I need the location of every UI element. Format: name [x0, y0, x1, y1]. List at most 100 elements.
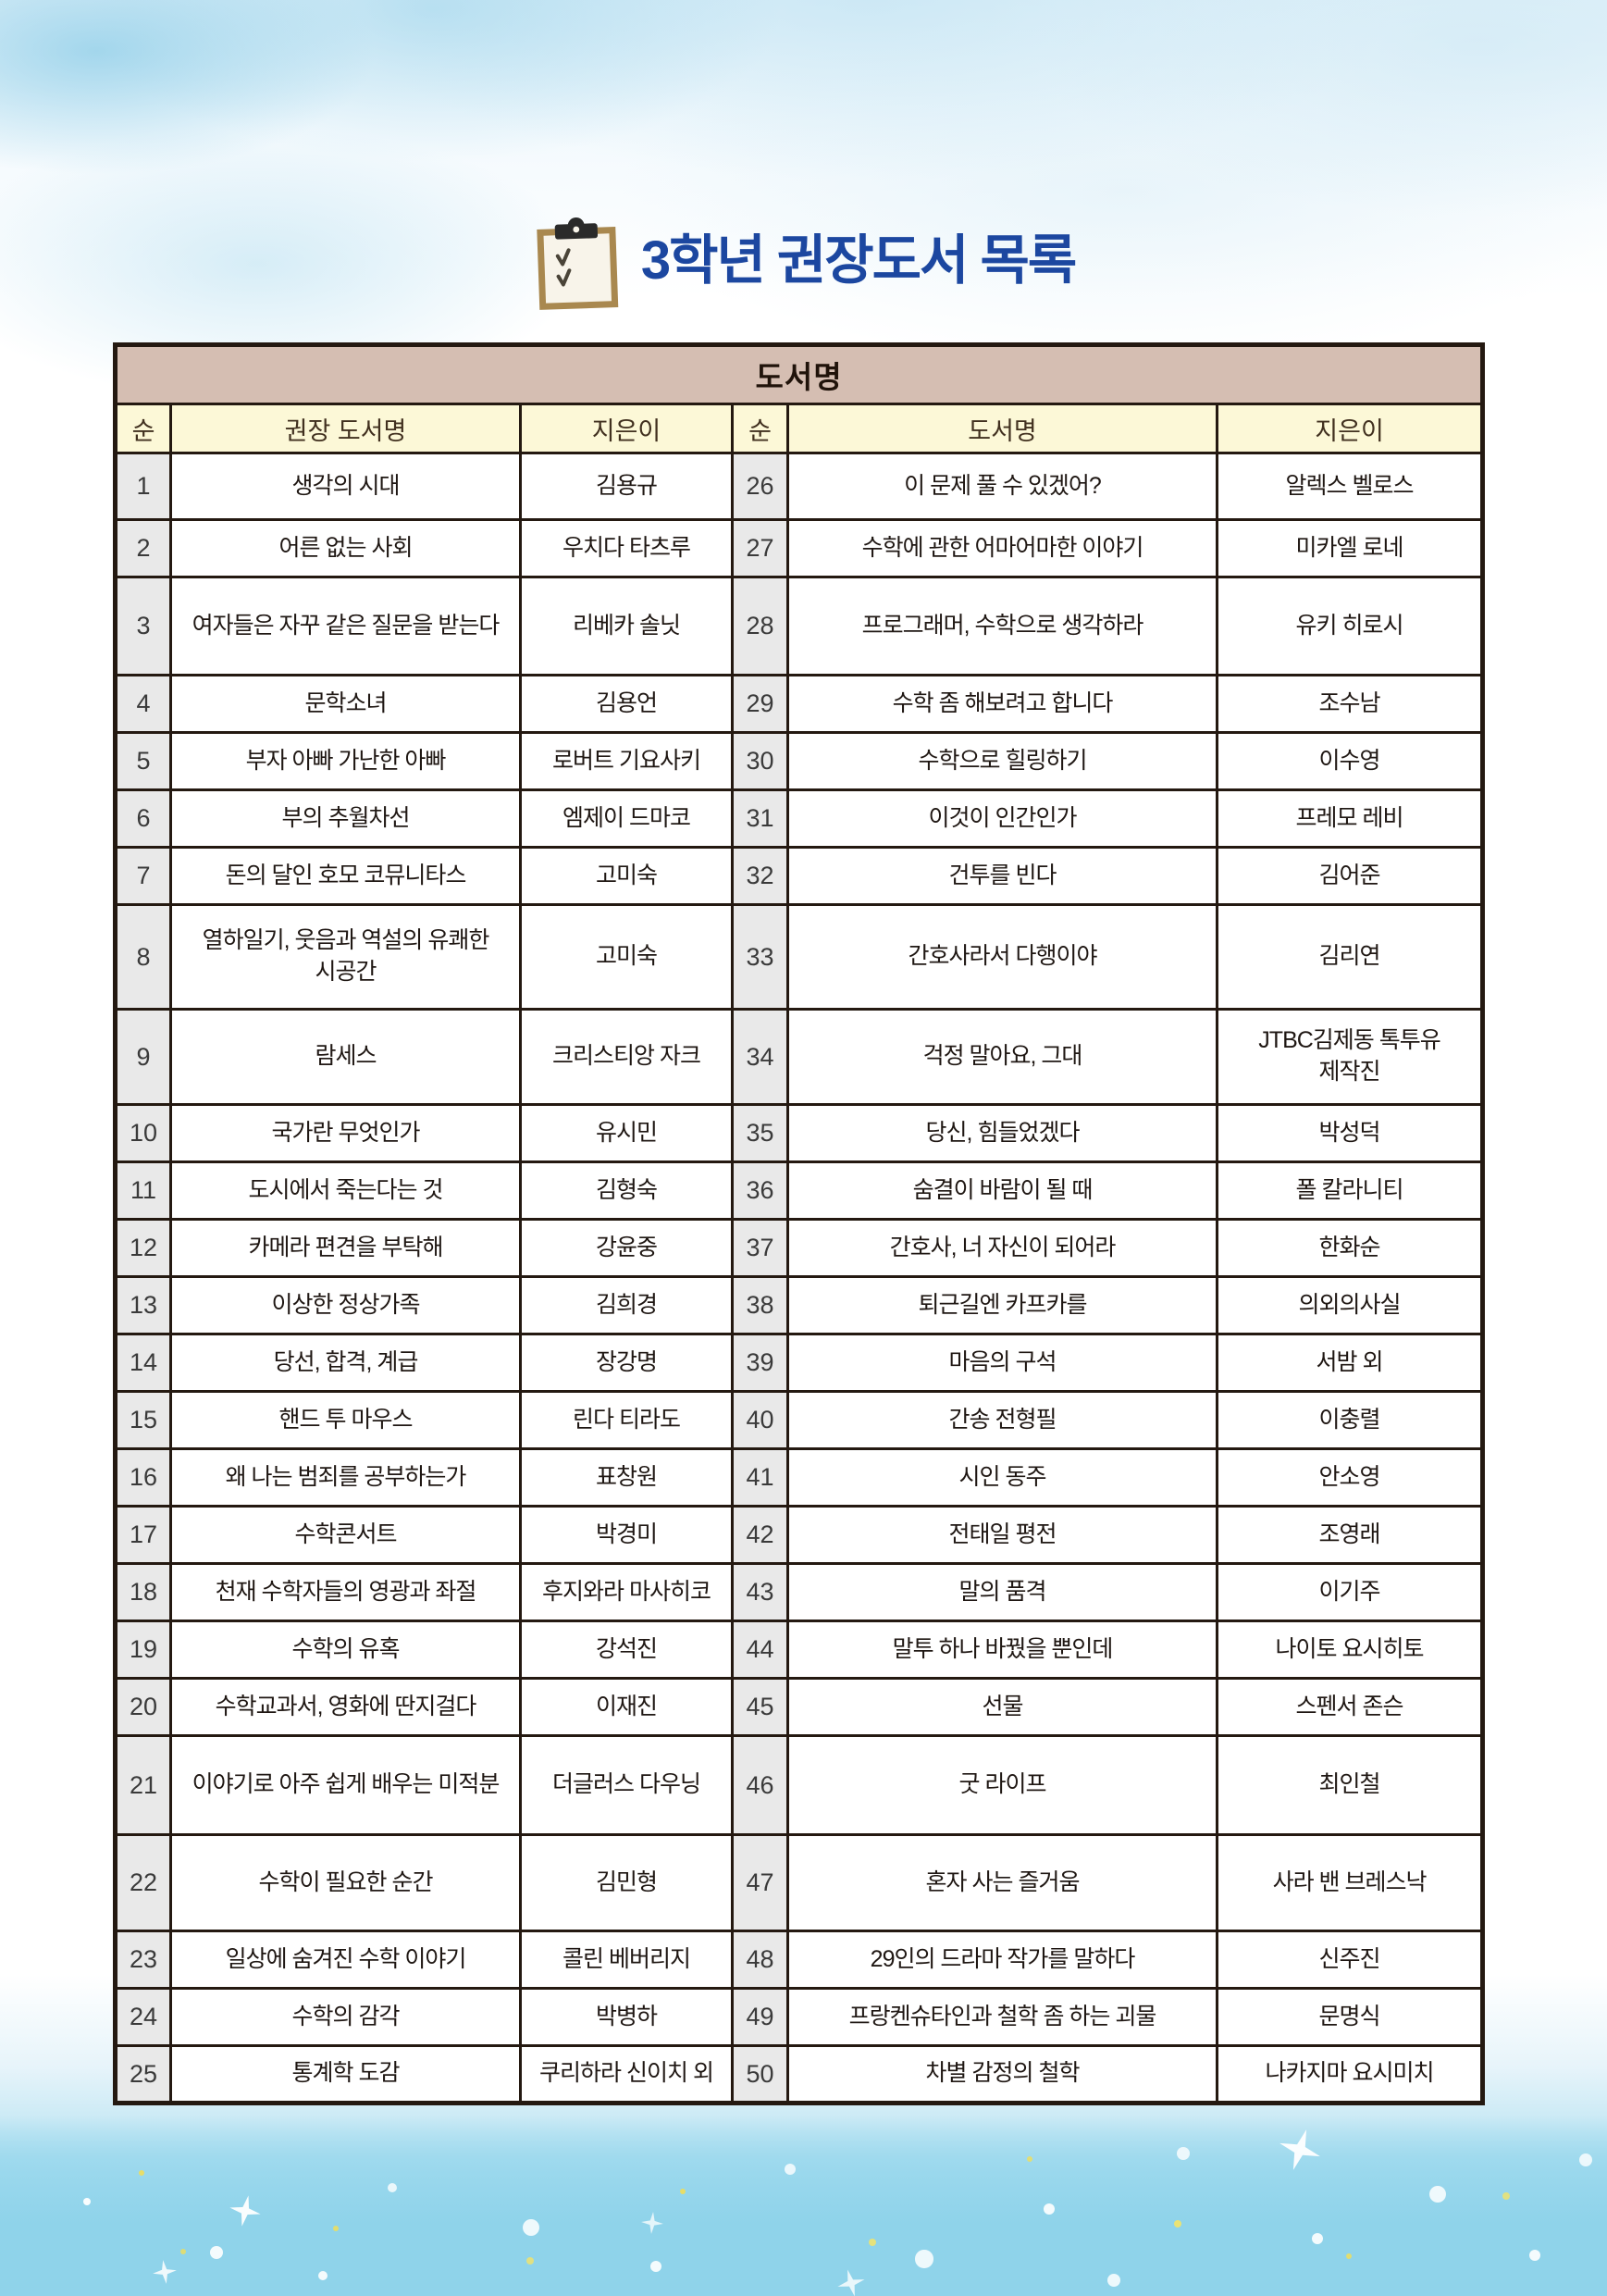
book-author-cell: 박병하: [519, 1987, 734, 2047]
row-number-cell: 46: [731, 1734, 789, 1836]
bottom-sky-decoration: [0, 2116, 1607, 2296]
col-header-no-right: 순: [731, 403, 789, 454]
table-row: 25 통계학 도감 쿠리하라 신이치 외 50 차별 감정의 철학 나카지마 요시미치: [114, 2044, 1485, 2104]
book-author-cell: 프레모 레비: [1215, 788, 1485, 849]
book-author-cell: 장강명: [519, 1333, 734, 1393]
book-author-cell: 유키 히로시: [1215, 576, 1485, 676]
sparkle-icon: [640, 2211, 664, 2235]
table-row: 24 수학의 감각 박병하 49 프랑켄슈타인과 철학 좀 하는 괴물 문명식: [114, 1987, 1485, 2047]
row-number-cell: 29: [731, 674, 789, 734]
row-number-cell: 49: [731, 1987, 789, 2047]
book-title-cell: 수학 좀 해보려고 합니다: [786, 674, 1218, 734]
row-number-cell: 12: [114, 1218, 172, 1278]
row-number-cell: 24: [114, 1987, 172, 2047]
table-row: 22 수학이 필요한 순간 김민형 47 혼자 사는 즐거움 사라 밴 브레스낙: [114, 1833, 1485, 1932]
book-author-cell: 한화순: [1215, 1218, 1485, 1278]
sparkle-icon: [834, 2266, 869, 2296]
row-number-cell: 11: [114, 1160, 172, 1221]
table-row: 4 문학소녀 김용언 29 수학 좀 해보려고 합니다 조수남: [114, 674, 1485, 734]
book-author-cell: 고미숙: [519, 903, 734, 1011]
book-title-cell: 수학에 관한 어마어마한 이야기: [786, 518, 1218, 578]
col-header-title-left: 권장 도서명: [169, 403, 522, 454]
book-author-cell: 김리연: [1215, 903, 1485, 1011]
row-number-cell: 26: [731, 452, 789, 521]
row-number-cell: 41: [731, 1447, 789, 1508]
book-author-cell: 박성덕: [1215, 1103, 1485, 1163]
book-title-cell: 부자 아빠 가난한 아빠: [169, 731, 522, 791]
col-header-title-right: 도서명: [786, 403, 1218, 454]
table-row: 9 람세스 크리스티앙 자크 34 걱정 말아요, 그대 JTBC김제동 톡투유 제작진: [114, 1008, 1485, 1106]
book-author-cell: 미카엘 로네: [1215, 518, 1485, 578]
book-author-cell: 문명식: [1215, 1987, 1485, 2047]
row-number-cell: 16: [114, 1447, 172, 1508]
row-number-cell: 8: [114, 903, 172, 1011]
book-title-cell: 마음의 구석: [786, 1333, 1218, 1393]
book-title-cell: 수학이 필요한 순간: [169, 1833, 522, 1932]
book-title-cell: 수학교과서, 영화에 딴지걸다: [169, 1677, 522, 1737]
row-number-cell: 17: [114, 1505, 172, 1565]
row-number-cell: 34: [731, 1008, 789, 1106]
row-number-cell: 19: [114, 1620, 172, 1680]
book-author-cell: 이수영: [1215, 731, 1485, 791]
table-row: 7 돈의 달인 호모 코뮤니타스 고미숙 32 건투를 빈다 김어준: [114, 846, 1485, 906]
row-number-cell: 44: [731, 1620, 789, 1680]
table-row: 3 여자들은 자꾸 같은 질문을 받는다 리베카 솔닛 28 프로그래머, 수학으로 생…: [114, 576, 1485, 676]
book-author-cell: 김용언: [519, 674, 734, 734]
book-author-cell: 로버트 기요사키: [519, 731, 734, 791]
book-title-cell: 건투를 빈다: [786, 846, 1218, 906]
book-author-cell: 크리스티앙 자크: [519, 1008, 734, 1106]
table-row: 1 생각의 시대 김용규 26 이 문제 풀 수 있겠어? 알렉스 벨로스: [114, 452, 1485, 521]
book-author-cell: 알렉스 벨로스: [1215, 452, 1485, 521]
row-number-cell: 13: [114, 1275, 172, 1335]
row-number-cell: 33: [731, 903, 789, 1011]
book-author-cell: 김형숙: [519, 1160, 734, 1221]
book-title-cell: 이상한 정상가족: [169, 1275, 522, 1335]
book-author-cell: 신주진: [1215, 1930, 1485, 1990]
row-number-cell: 21: [114, 1734, 172, 1836]
book-title-cell: 당선, 합격, 계급: [169, 1333, 522, 1393]
book-title-cell: 간송 전형필: [786, 1390, 1218, 1450]
book-author-cell: 박경미: [519, 1505, 734, 1565]
book-title-cell: 이야기로 아주 쉽게 배우는 미적분: [169, 1734, 522, 1836]
table-row: 10 국가란 무엇인가 유시민 35 당신, 힘들었겠다 박성덕: [114, 1103, 1485, 1163]
book-author-cell: 콜린 베버리지: [519, 1930, 734, 1990]
book-title-cell: 당신, 힘들었겠다: [786, 1103, 1218, 1163]
row-number-cell: 43: [731, 1562, 789, 1622]
row-number-cell: 3: [114, 576, 172, 676]
book-title-cell: 간호사라서 다행이야: [786, 903, 1218, 1011]
row-number-cell: 38: [731, 1275, 789, 1335]
book-title-cell: 수학의 감각: [169, 1987, 522, 2047]
book-title-cell: 수학으로 힐링하기: [786, 731, 1218, 791]
book-title-cell: 29인의 드라마 작가를 말하다: [786, 1930, 1218, 1990]
book-author-cell: 최인철: [1215, 1734, 1485, 1836]
row-number-cell: 42: [731, 1505, 789, 1565]
row-number-cell: 31: [731, 788, 789, 849]
book-author-cell: 유시민: [519, 1103, 734, 1163]
table-row: 8 열하일기, 웃음과 역설의 유쾌한 시공간 고미숙 33 간호사라서 다행이야 김리연: [114, 903, 1485, 1011]
table-row: 20 수학교과서, 영화에 딴지걸다 이재진 45 선물 스펜서 존슨: [114, 1677, 1485, 1737]
book-title-cell: 국가란 무엇인가: [169, 1103, 522, 1163]
table-band-header: 도서명: [113, 343, 1485, 405]
book-title-cell: 수학의 유혹: [169, 1620, 522, 1680]
book-author-cell: 김희경: [519, 1275, 734, 1335]
table-row: 18 천재 수학자들의 영광과 좌절 후지와라 마사히코 43 말의 품격 이기주: [114, 1562, 1485, 1622]
book-author-cell: JTBC김제동 톡투유 제작진: [1215, 1008, 1485, 1106]
book-title-cell: 말투 하나 바꿨을 뿐인데: [786, 1620, 1218, 1680]
book-title-cell: 카메라 편견을 부탁해: [169, 1218, 522, 1278]
row-number-cell: 39: [731, 1333, 789, 1393]
book-author-cell: 스펜서 존슨: [1215, 1677, 1485, 1737]
sparkle-icon: [227, 2192, 264, 2229]
book-author-cell: 나카지마 요시미치: [1215, 2044, 1485, 2104]
book-author-cell: 린다 티라도: [519, 1390, 734, 1450]
book-title-cell: 왜 나는 범죄를 공부하는가: [169, 1447, 522, 1508]
book-author-cell: 더글러스 다우닝: [519, 1734, 734, 1836]
book-title-cell: 시인 동주: [786, 1447, 1218, 1508]
book-author-cell: 강윤중: [519, 1218, 734, 1278]
row-number-cell: 9: [114, 1008, 172, 1106]
row-number-cell: 22: [114, 1833, 172, 1932]
col-header-author-left: 지은이: [519, 403, 734, 454]
row-number-cell: 48: [731, 1930, 789, 1990]
book-title-cell: 차별 감정의 철학: [786, 2044, 1218, 2104]
book-table: 도서명 순 권장 도서명 지은이 순 도서명 지은이 1 생각의 시대 김용규 26 이…: [113, 342, 1486, 2105]
